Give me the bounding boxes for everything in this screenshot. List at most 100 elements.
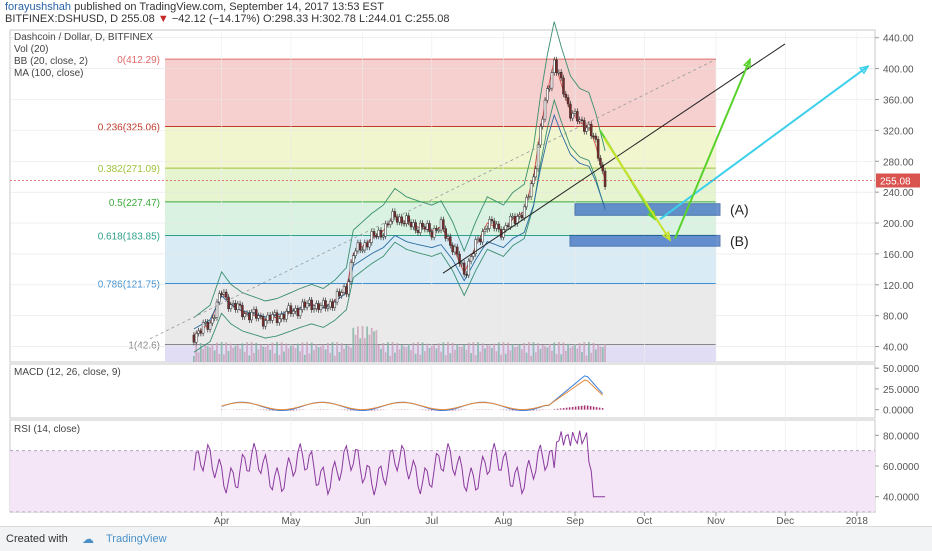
x-tick-label: Sep — [566, 516, 584, 526]
volume-bar — [549, 344, 551, 362]
macd-histogram-bar — [563, 408, 565, 410]
candle-body — [202, 323, 204, 333]
candle-body — [362, 250, 364, 251]
candle-body — [484, 230, 486, 232]
candle-body — [345, 287, 347, 294]
candle-body — [560, 72, 562, 78]
volume-bar — [352, 328, 354, 362]
volume-bar — [371, 328, 373, 362]
volume-bar — [530, 356, 532, 362]
candle-body — [221, 294, 223, 295]
y-tick-label: 40.00 — [883, 343, 908, 354]
tradingview-brand[interactable]: TradingView — [106, 533, 167, 545]
candle-body — [299, 310, 301, 316]
candle-body — [593, 136, 595, 137]
rsi-band — [10, 451, 875, 512]
candle-body — [435, 228, 437, 230]
candle-body — [546, 89, 548, 101]
candle-body — [329, 302, 331, 307]
candle-body — [498, 224, 500, 229]
candle-body — [306, 303, 308, 307]
volume-bar — [424, 351, 426, 362]
volume-bar — [385, 352, 387, 362]
candle-body — [336, 292, 338, 303]
candle-body — [297, 308, 299, 315]
candle-body — [579, 120, 581, 121]
candle-body — [244, 314, 246, 317]
y-tick-label: 60.0000 — [883, 462, 920, 473]
volume-bar — [255, 343, 257, 362]
macd-histogram-bar — [506, 410, 508, 411]
author-link[interactable]: forayushshah — [5, 1, 71, 13]
volume-bar — [583, 342, 585, 362]
candle-body — [288, 306, 290, 312]
candle-body — [542, 119, 544, 126]
volume-bar — [590, 353, 592, 362]
candle-body — [334, 302, 336, 308]
volume-bar — [311, 343, 313, 362]
volume-bar — [442, 342, 444, 362]
candle-body — [396, 217, 398, 222]
chart-canvas[interactable]: 0(412.29)0.236(325.06)0.382(271.09)0.5(2… — [0, 0, 932, 526]
volume-bar — [295, 348, 297, 362]
rsi-legend[interactable]: RSI (14, close) — [14, 424, 80, 435]
volume-bar — [468, 343, 470, 362]
candle-body — [412, 223, 414, 227]
volume-bar — [341, 343, 343, 362]
volume-bar — [544, 346, 546, 362]
volume-bar — [449, 353, 451, 362]
candle-body — [304, 302, 306, 307]
candle-body — [350, 262, 352, 281]
symbol-name: BITFINEX:DSHUSD, D — [5, 13, 118, 25]
volume-bar — [586, 356, 588, 362]
volume-bar — [563, 342, 565, 362]
tradingview-logo-icon[interactable]: ☁ — [82, 532, 94, 546]
volume-bar — [551, 351, 553, 362]
candle-body — [292, 311, 294, 314]
macd-legend[interactable]: MACD (12, 26, close, 9) — [14, 367, 121, 378]
macd-histogram-bar — [575, 407, 577, 410]
y-tick-label: 280.00 — [883, 157, 914, 168]
volume-bar — [211, 344, 213, 362]
volume-bar — [546, 348, 548, 362]
ma-legend[interactable]: MA (100, close) — [14, 68, 83, 79]
volume-bar — [507, 343, 509, 362]
y-tick-label: 400.00 — [883, 65, 914, 76]
volume-bar — [223, 354, 225, 362]
candle-body — [431, 232, 433, 238]
volume-bar — [332, 342, 334, 362]
candle-body — [410, 222, 412, 227]
volume-bar — [339, 352, 341, 362]
volume-bar — [334, 356, 336, 362]
candle-body — [283, 314, 285, 319]
volume-bar — [207, 346, 209, 362]
candle-body — [519, 215, 521, 216]
volume-legend[interactable]: Vol (20) — [14, 44, 48, 55]
volume-bar — [410, 350, 412, 362]
volume-bar — [438, 343, 440, 362]
volume-bar — [533, 342, 535, 362]
candle-body — [285, 311, 287, 319]
volume-bar — [489, 346, 491, 362]
macd-histogram-bar — [266, 410, 268, 411]
candle-body — [565, 94, 567, 98]
volume-bar — [235, 346, 237, 362]
candle-body — [438, 230, 440, 231]
macd-histogram-bar — [458, 410, 460, 411]
candle-body — [198, 331, 200, 333]
volume-bar — [503, 342, 505, 362]
y-tick-label: 50.0000 — [883, 364, 920, 375]
volume-bar — [258, 350, 260, 362]
candle-body — [373, 231, 375, 236]
bollinger-legend[interactable]: BB (20, close, 2) — [14, 56, 88, 67]
candle-body — [295, 308, 297, 311]
volume-bar — [459, 347, 461, 362]
candle-body — [422, 223, 424, 227]
candle-body — [454, 247, 456, 252]
candle-body — [267, 315, 269, 321]
candle-body — [424, 227, 426, 230]
candle-body — [327, 307, 329, 308]
volume-bar — [216, 343, 218, 362]
candle-body — [265, 321, 267, 327]
volume-bar — [292, 346, 294, 362]
